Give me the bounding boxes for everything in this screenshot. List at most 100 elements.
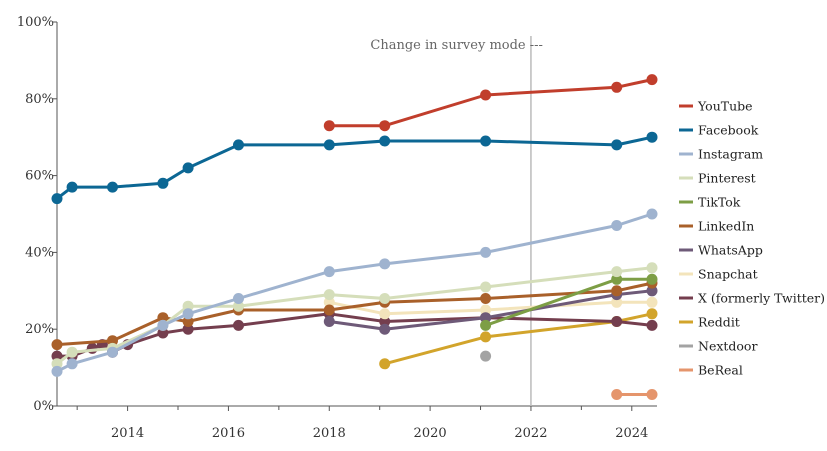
- legend: YouTube Facebook Instagram Pinterest TikTok L…: [679, 99, 825, 378]
- data-point-pinterest: [66, 346, 78, 358]
- series-snapchat: [323, 296, 658, 320]
- series-nextdoor: [480, 350, 492, 362]
- legend-label: TikTok: [698, 195, 741, 210]
- series-line-facebook: [55, 135, 654, 201]
- data-point-x-formerly-twitter: [157, 327, 169, 339]
- series-line-youtube: [327, 78, 654, 128]
- data-point-reddit: [480, 331, 492, 343]
- data-point-facebook: [107, 181, 118, 193]
- data-point-pinterest: [646, 262, 658, 274]
- data-point-pinterest: [182, 300, 194, 312]
- legend-label: Reddit: [698, 315, 740, 330]
- legend-item-youtube: YouTube: [679, 99, 753, 114]
- data-point-nextdoor: [480, 350, 492, 362]
- data-point-pinterest: [611, 266, 623, 278]
- data-point-facebook: [323, 139, 335, 151]
- data-point-reddit: [646, 308, 658, 320]
- x-tick-label: 2020: [414, 426, 447, 441]
- series-line-reddit: [383, 312, 654, 366]
- data-point-snapchat: [611, 296, 623, 308]
- data-point-facebook: [611, 139, 623, 151]
- data-point-youtube: [611, 81, 623, 93]
- data-point-instagram: [157, 319, 169, 331]
- y-tick-label: 40%: [25, 245, 54, 260]
- data-point-bereal: [611, 389, 623, 400]
- legend-item-whatsapp: WhatsApp: [679, 243, 763, 258]
- data-point-snapchat: [379, 308, 391, 320]
- legend-label: X (formerly Twitter): [698, 291, 825, 306]
- data-point-snapchat: [323, 296, 335, 308]
- data-point-reddit: [379, 358, 391, 370]
- data-point-x-formerly-twitter: [233, 319, 244, 331]
- data-point-x-formerly-twitter: [182, 323, 194, 335]
- data-point-linkedin: [323, 304, 335, 316]
- x-tick-label: 2024: [615, 426, 648, 441]
- survey-mode-annotation: Change in survey mode ---: [370, 38, 543, 53]
- legend-label: LinkedIn: [698, 219, 754, 234]
- axes: 0% 20% 40% 60% 80% 100% 2014 2016 2018 2020 2022 20…: [17, 15, 657, 441]
- data-point-linkedin: [611, 285, 623, 297]
- legend-label: Facebook: [698, 123, 759, 138]
- data-point-tiktok: [611, 273, 623, 285]
- legend-item-x-formerly-twitter: X (formerly Twitter): [679, 291, 825, 306]
- data-point-x-formerly-twitter: [51, 350, 63, 362]
- series-youtube: [323, 74, 658, 132]
- survey-mode-reference: Change in survey mode ---: [370, 36, 543, 406]
- data-point-youtube: [646, 74, 658, 86]
- data-point-instagram: [233, 293, 244, 304]
- data-point-whatsapp: [323, 316, 335, 327]
- data-point-youtube: [379, 120, 391, 132]
- data-point-facebook: [157, 177, 169, 189]
- series-tiktok: [480, 273, 658, 331]
- x-tick-label: 2022: [514, 426, 547, 441]
- legend-label: Instagram: [698, 147, 763, 162]
- legend-label: Pinterest: [698, 171, 756, 186]
- data-point-whatsapp: [480, 312, 492, 324]
- data-point-pinterest: [51, 358, 63, 370]
- legend-item-pinterest: Pinterest: [679, 171, 756, 186]
- data-point-instagram: [323, 266, 335, 278]
- legend-item-reddit: Reddit: [679, 315, 740, 330]
- data-point-snapchat: [646, 296, 658, 308]
- series-instagram: [51, 208, 658, 377]
- data-point-facebook: [66, 181, 78, 193]
- y-tick-label: 60%: [25, 169, 54, 184]
- data-point-instagram: [480, 246, 492, 258]
- legend-label: Nextdoor: [698, 339, 757, 354]
- legend-label: YouTube: [697, 99, 753, 114]
- data-point-linkedin: [107, 335, 118, 347]
- legend-item-facebook: Facebook: [679, 123, 759, 138]
- legend-item-snapchat: Snapchat: [679, 267, 758, 282]
- data-point-instagram: [646, 208, 658, 220]
- y-tick-label: 20%: [25, 322, 54, 337]
- series-lines: [51, 74, 658, 400]
- data-point-instagram: [66, 358, 78, 370]
- legend-item-bereal: BeReal: [679, 363, 743, 378]
- data-point-instagram: [107, 346, 118, 358]
- data-point-pinterest: [379, 293, 391, 304]
- data-point-whatsapp: [646, 285, 658, 297]
- y-tick-label: 0%: [33, 399, 54, 414]
- x-tick-label: 2018: [313, 426, 346, 441]
- legend-item-nextdoor: Nextdoor: [679, 339, 757, 354]
- legend-label: Snapchat: [698, 267, 758, 282]
- data-point-facebook: [480, 135, 492, 147]
- data-point-x-formerly-twitter: [379, 316, 391, 327]
- data-point-x-formerly-twitter: [611, 316, 623, 327]
- legend-item-tiktok: TikTok: [679, 195, 741, 210]
- data-point-instagram: [611, 220, 623, 231]
- x-tick-label: 2016: [212, 426, 245, 441]
- data-point-pinterest: [233, 300, 244, 312]
- y-tick-label: 100%: [17, 15, 54, 30]
- data-point-facebook: [379, 135, 391, 147]
- data-point-linkedin: [480, 293, 492, 304]
- data-point-facebook: [182, 162, 194, 174]
- x-tick-label: 2014: [111, 426, 144, 441]
- series-facebook: [51, 131, 658, 205]
- legend-label: BeReal: [698, 363, 743, 378]
- data-point-linkedin: [157, 312, 169, 324]
- data-point-tiktok: [646, 273, 658, 285]
- legend-item-instagram: Instagram: [679, 147, 763, 162]
